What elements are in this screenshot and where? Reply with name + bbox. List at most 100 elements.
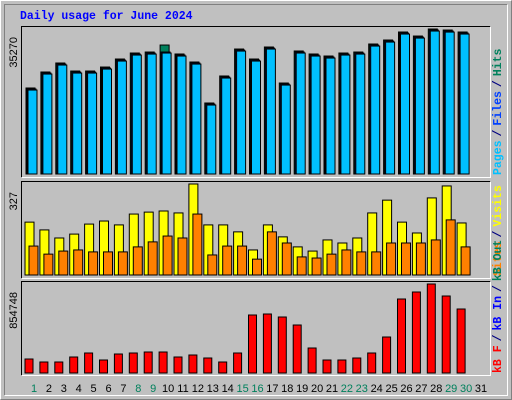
bar [460,246,471,276]
x-tick-label: 27 [415,383,427,395]
x-tick-label: 3 [61,383,67,395]
bar [322,359,332,374]
legend-entry: Files [492,91,505,126]
x-tick-label: 9 [150,383,156,395]
bar [27,89,38,175]
legend-separator: / [492,334,505,341]
x-tick-label: 18 [281,383,293,395]
bar [262,313,272,374]
bar [87,72,98,175]
bar [131,54,142,175]
bar [265,48,276,175]
bar [58,250,69,276]
x-tick-label: 30 [460,383,472,395]
bar [296,256,307,276]
x-tick-label: 22 [341,383,353,395]
bar [385,41,396,175]
bar [411,291,421,374]
bar [146,53,157,175]
bar [340,54,351,175]
bar [310,55,321,175]
x-tick-label: 20 [311,383,323,395]
legend-entry: Hits [492,48,505,76]
bar [251,60,261,175]
x-tick-label: 21 [326,383,338,395]
y-tick-label: 35270 [8,37,20,68]
x-tick-label: 5 [91,383,97,395]
x-tick-label: 26 [400,383,412,395]
bar [401,242,411,276]
bar [266,231,277,276]
bar [430,239,441,276]
x-tick-label: 17 [266,383,278,395]
bar [236,50,247,175]
bar [143,351,153,374]
x-tick-label: 4 [76,383,82,395]
x-tick-label: 1 [31,383,37,395]
bar [69,356,79,374]
bar [280,84,291,175]
bar [188,354,198,374]
legend-entry: kB In [492,296,505,331]
legend-entry: kB Out [492,240,505,281]
x-tick-label: 7 [120,383,126,395]
x-tick-label: 10 [162,383,174,395]
bar [311,257,322,276]
bar [147,241,158,276]
bar [192,213,203,276]
y-tick-label: 327 [8,192,20,210]
x-tick-label: 13 [207,383,219,395]
bar [459,33,470,175]
panel-edge-dark [21,26,491,178]
bar [341,249,352,276]
bar [248,314,257,374]
bar [444,31,455,175]
legend: Pages / Files / Hits [492,48,505,175]
frame-inner-light [4,4,508,396]
bar [206,104,217,175]
bar [73,249,84,276]
x-tick-label: 25 [385,383,397,395]
x-tick-label: 24 [371,383,383,395]
bar [367,352,377,374]
bar [103,251,113,276]
legend-separator: / [492,285,505,292]
bar [39,361,49,374]
bar [382,336,392,374]
bar [352,357,362,374]
x-tick-label: 11 [177,383,188,395]
bar [386,242,397,276]
bar [295,52,306,175]
bar [325,57,336,175]
legend-entry: kB F [492,345,505,373]
bar [218,361,228,374]
bar [43,253,54,276]
bar [72,72,83,175]
bar [57,64,68,175]
bar [429,30,440,175]
x-tick-label: 29 [445,383,457,395]
bar [176,55,187,175]
bar [222,245,233,276]
bar [24,358,34,374]
panel-edge-dark [21,281,491,376]
bar [128,352,138,374]
bar [337,359,347,374]
bar [426,283,436,374]
bar [162,235,173,276]
bar [158,351,168,374]
bar [116,60,127,175]
legend-separator: / [492,129,505,136]
bar [371,251,382,276]
panel-edge-light [21,281,491,376]
panel-edge-light [21,181,491,279]
bar [445,219,456,276]
bar [28,245,39,276]
bar [113,353,123,374]
bar [221,77,232,175]
panel-edge-dark [21,181,491,279]
legend: Sites / Visits [492,185,505,276]
chart-title: Daily usage for June 2024 [20,10,193,23]
